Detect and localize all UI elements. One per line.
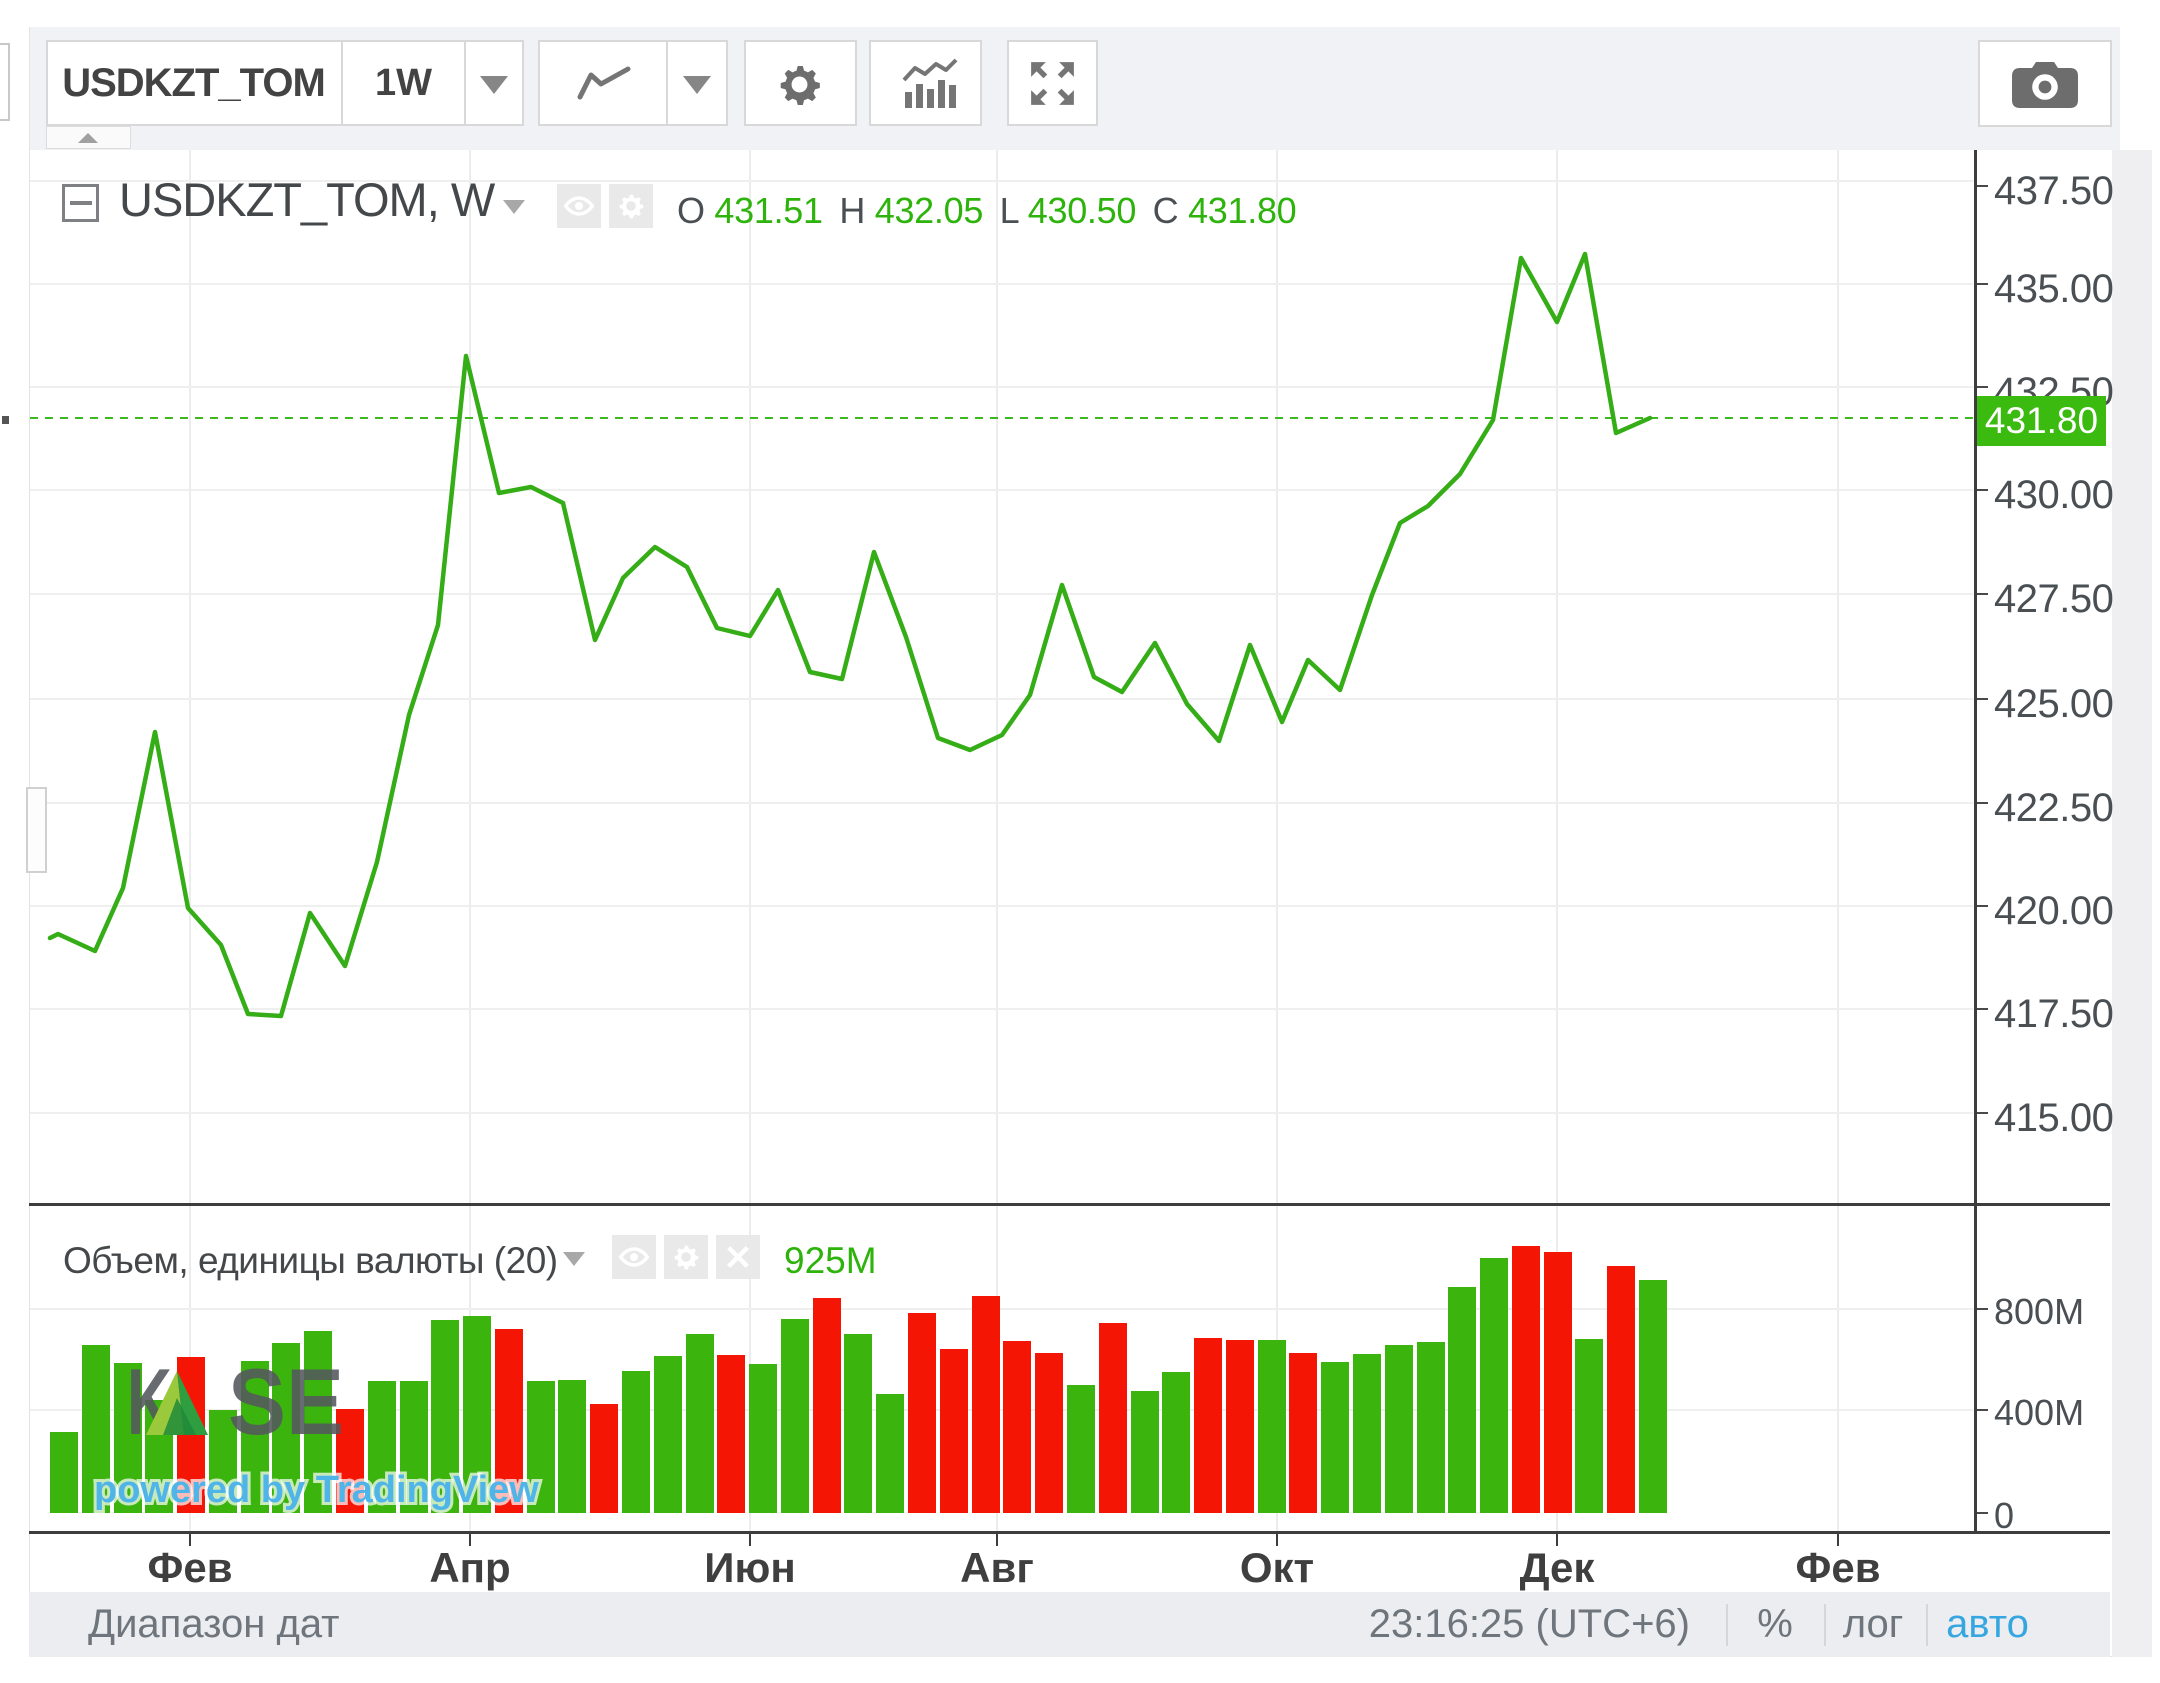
svg-text:powered by TradingView: powered by TradingView: [94, 1469, 539, 1511]
svg-text:SE: SE: [228, 1349, 344, 1454]
